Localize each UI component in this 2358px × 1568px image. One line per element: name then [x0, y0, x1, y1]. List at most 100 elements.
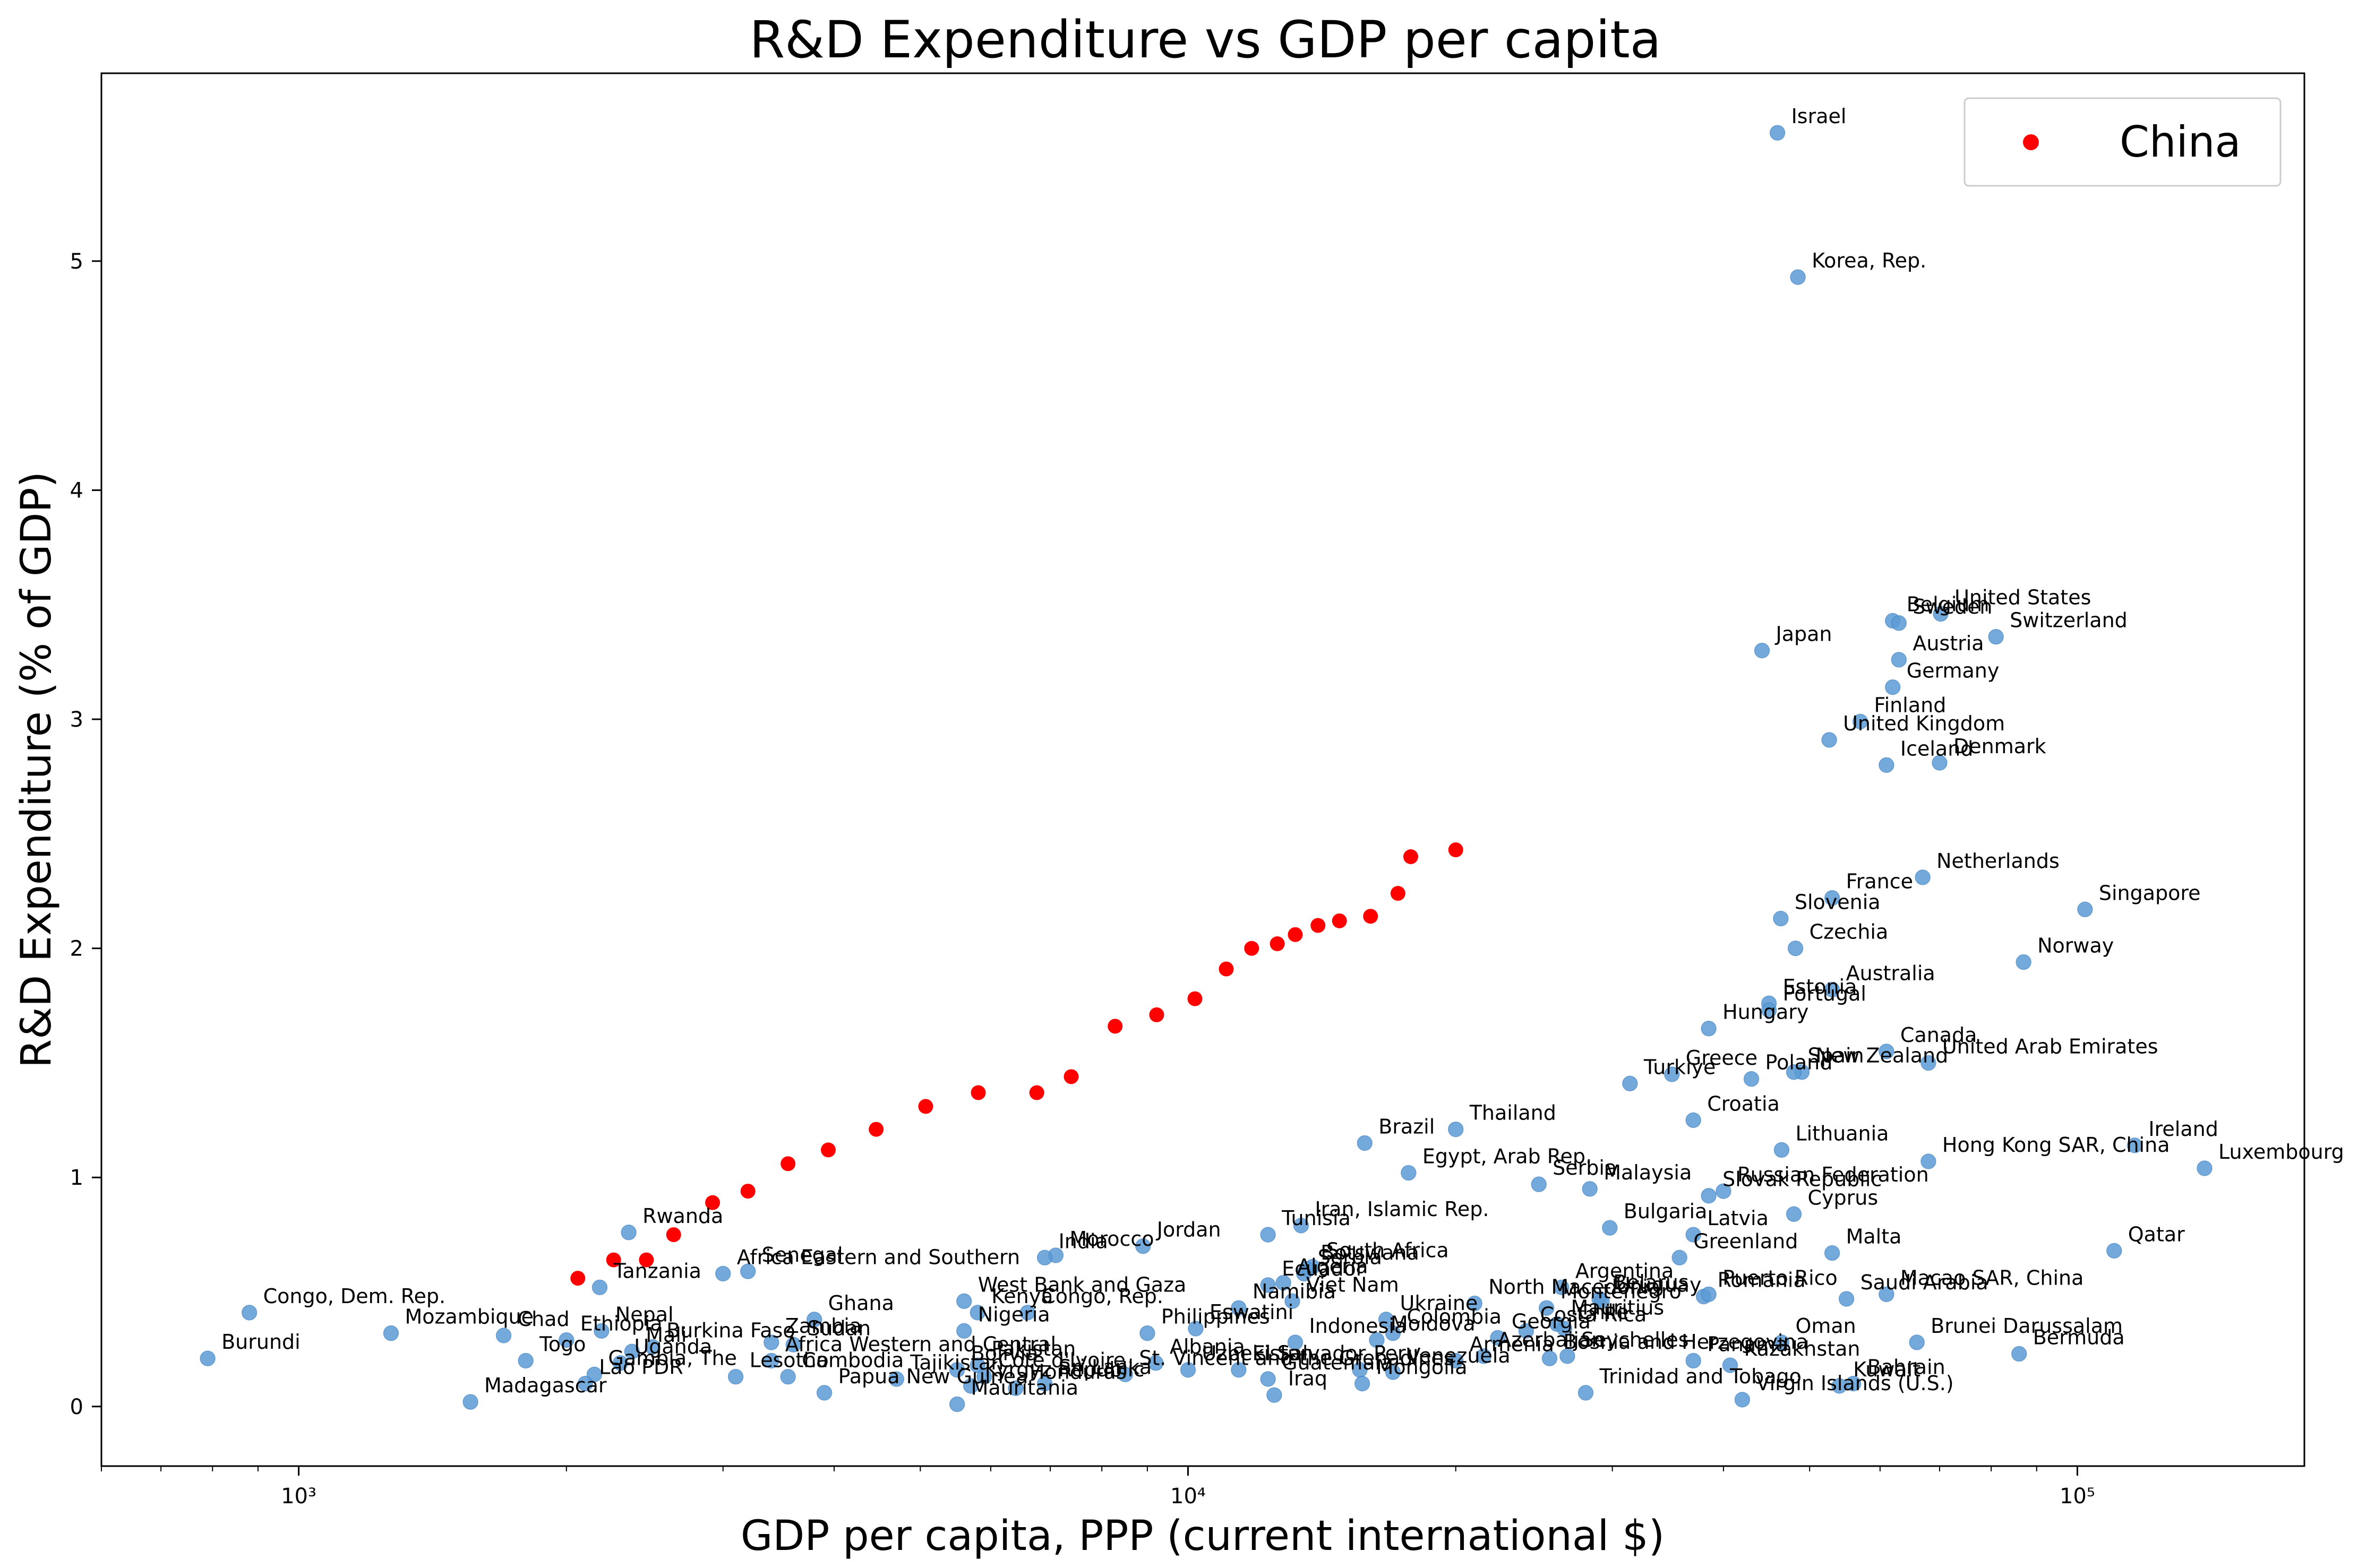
country-point	[1260, 1227, 1276, 1243]
country-point	[1879, 1286, 1894, 1303]
country-label: Africa Eastern and Southern	[737, 1245, 1020, 1269]
country-point	[1378, 1312, 1394, 1328]
country-label: Mali	[646, 1323, 687, 1347]
country-point	[949, 1396, 965, 1412]
country-point	[2127, 1138, 2143, 1153]
country-label: Romania	[1718, 1269, 1806, 1292]
country-point	[1559, 1348, 1575, 1364]
country-label: Hungary	[1722, 1001, 1808, 1024]
country-label: Luxembourg	[2218, 1140, 2344, 1164]
country-label: New Zealand	[1816, 1044, 1949, 1067]
country-label: Switzerland	[2010, 609, 2128, 632]
country-label: Serbia	[1553, 1156, 1617, 1179]
country-point	[2011, 1346, 2027, 1362]
legend-label: China	[2120, 117, 2241, 167]
china-point	[740, 1184, 756, 1199]
country-label: Georgia	[1512, 1309, 1591, 1333]
country-point	[1287, 1334, 1304, 1350]
country-label: Nigeria	[978, 1303, 1050, 1326]
country-label: Tanzania	[613, 1259, 701, 1282]
country-point	[591, 1279, 608, 1296]
country-label: Ghana	[828, 1291, 894, 1315]
country-label: Venezuela	[1407, 1344, 1510, 1367]
country-point	[1019, 1305, 1036, 1321]
country-label: Botswana	[1321, 1241, 1419, 1264]
country-label: Seychelles	[1581, 1328, 1689, 1351]
country-label: Israel	[1791, 105, 1847, 128]
country-point	[1275, 1274, 1291, 1291]
country-label: Congo, Rep.	[1041, 1285, 1163, 1308]
china-point	[639, 1252, 654, 1268]
country-label: Singapore	[2099, 881, 2201, 904]
country-label: Pakistan	[991, 1337, 1076, 1360]
point-labels-layer: Israel Korea, Rep. United StatesBelgiumSwe…	[221, 105, 2344, 1399]
country-point	[1467, 1295, 1482, 1312]
country-label: Netherlands	[1936, 849, 2060, 873]
country-point	[1769, 125, 1786, 141]
country-point	[200, 1350, 216, 1366]
country-label: United States	[1954, 586, 2091, 609]
country-point	[1685, 1227, 1701, 1243]
country-point	[1135, 1238, 1151, 1254]
country-label: Lao PDR	[599, 1356, 683, 1379]
country-point	[1554, 1279, 1570, 1296]
country-point	[1036, 1250, 1053, 1266]
country-label: Bosnia and Herzegovina	[1563, 1330, 1808, 1354]
plot-frame	[100, 72, 2305, 1467]
country-label: Slovak Republic	[1722, 1168, 1882, 1191]
legend-marker	[2023, 134, 2039, 150]
country-label: Jordan	[1156, 1218, 1221, 1242]
country-label: Azerbaijan	[1497, 1328, 1604, 1351]
country-label: Germany	[1907, 659, 2000, 683]
country-point	[1743, 1071, 1760, 1087]
y-axis-label: R&D Expenditure (% of GDP)	[13, 471, 61, 1068]
x-axis-label: GDP per capita, PPP (current internation…	[741, 1512, 1665, 1560]
country-point	[1909, 1334, 1925, 1350]
china-point	[1448, 842, 1463, 858]
china-point	[705, 1195, 721, 1210]
country-label: Lithuania	[1795, 1122, 1889, 1145]
country-point	[1701, 1286, 1717, 1303]
country-point	[2016, 954, 2031, 970]
country-point	[1773, 910, 1789, 927]
china-point	[1390, 886, 1405, 901]
country-label: Saudi Arabia	[1860, 1271, 1988, 1294]
x-tick-label: 10³	[281, 1484, 316, 1509]
country-label: Sweden	[1913, 595, 1992, 618]
country-label: Congo, Dem. Rep.	[263, 1285, 445, 1308]
country-label: Armenia	[1470, 1332, 1554, 1356]
country-point	[1556, 1321, 1573, 1337]
country-point	[780, 1368, 796, 1385]
country-label: Bolivia	[971, 1342, 1039, 1365]
country-label: Greece	[1686, 1046, 1757, 1070]
country-label: Spain	[1808, 1044, 1864, 1067]
country-point	[1260, 1371, 1276, 1387]
country-point	[1787, 940, 1804, 957]
country-label: Puerto Rico	[1722, 1266, 1838, 1289]
country-label: Chile	[1578, 1300, 1628, 1324]
country-label: Algeria	[1297, 1255, 1368, 1278]
country-label: Trinidad and Tobago	[1599, 1365, 1801, 1388]
country-point	[963, 1378, 979, 1394]
china-point	[1219, 961, 1234, 977]
country-point	[1891, 615, 1907, 631]
country-point	[1117, 1366, 1134, 1383]
country-label: Zambia	[785, 1314, 862, 1338]
country-point	[806, 1312, 822, 1328]
country-label: Belgium	[1907, 592, 1990, 616]
country-point	[785, 1337, 802, 1353]
country-label: North Macedonia	[1488, 1276, 1660, 1299]
country-point	[1671, 1250, 1687, 1266]
country-label: Ireland	[2148, 1117, 2218, 1141]
country-point	[1852, 713, 1868, 730]
country-point	[1988, 628, 2004, 645]
country-label: Kyrgyz Republic	[985, 1358, 1145, 1381]
china-point	[1332, 913, 1347, 928]
country-label: Madagascar	[484, 1374, 607, 1397]
country-point	[1790, 269, 1806, 285]
country-point	[727, 1368, 744, 1385]
china-point	[971, 1085, 986, 1100]
country-label: Poland	[1765, 1051, 1833, 1074]
china-point	[1288, 927, 1303, 942]
country-point	[1180, 1362, 1196, 1378]
